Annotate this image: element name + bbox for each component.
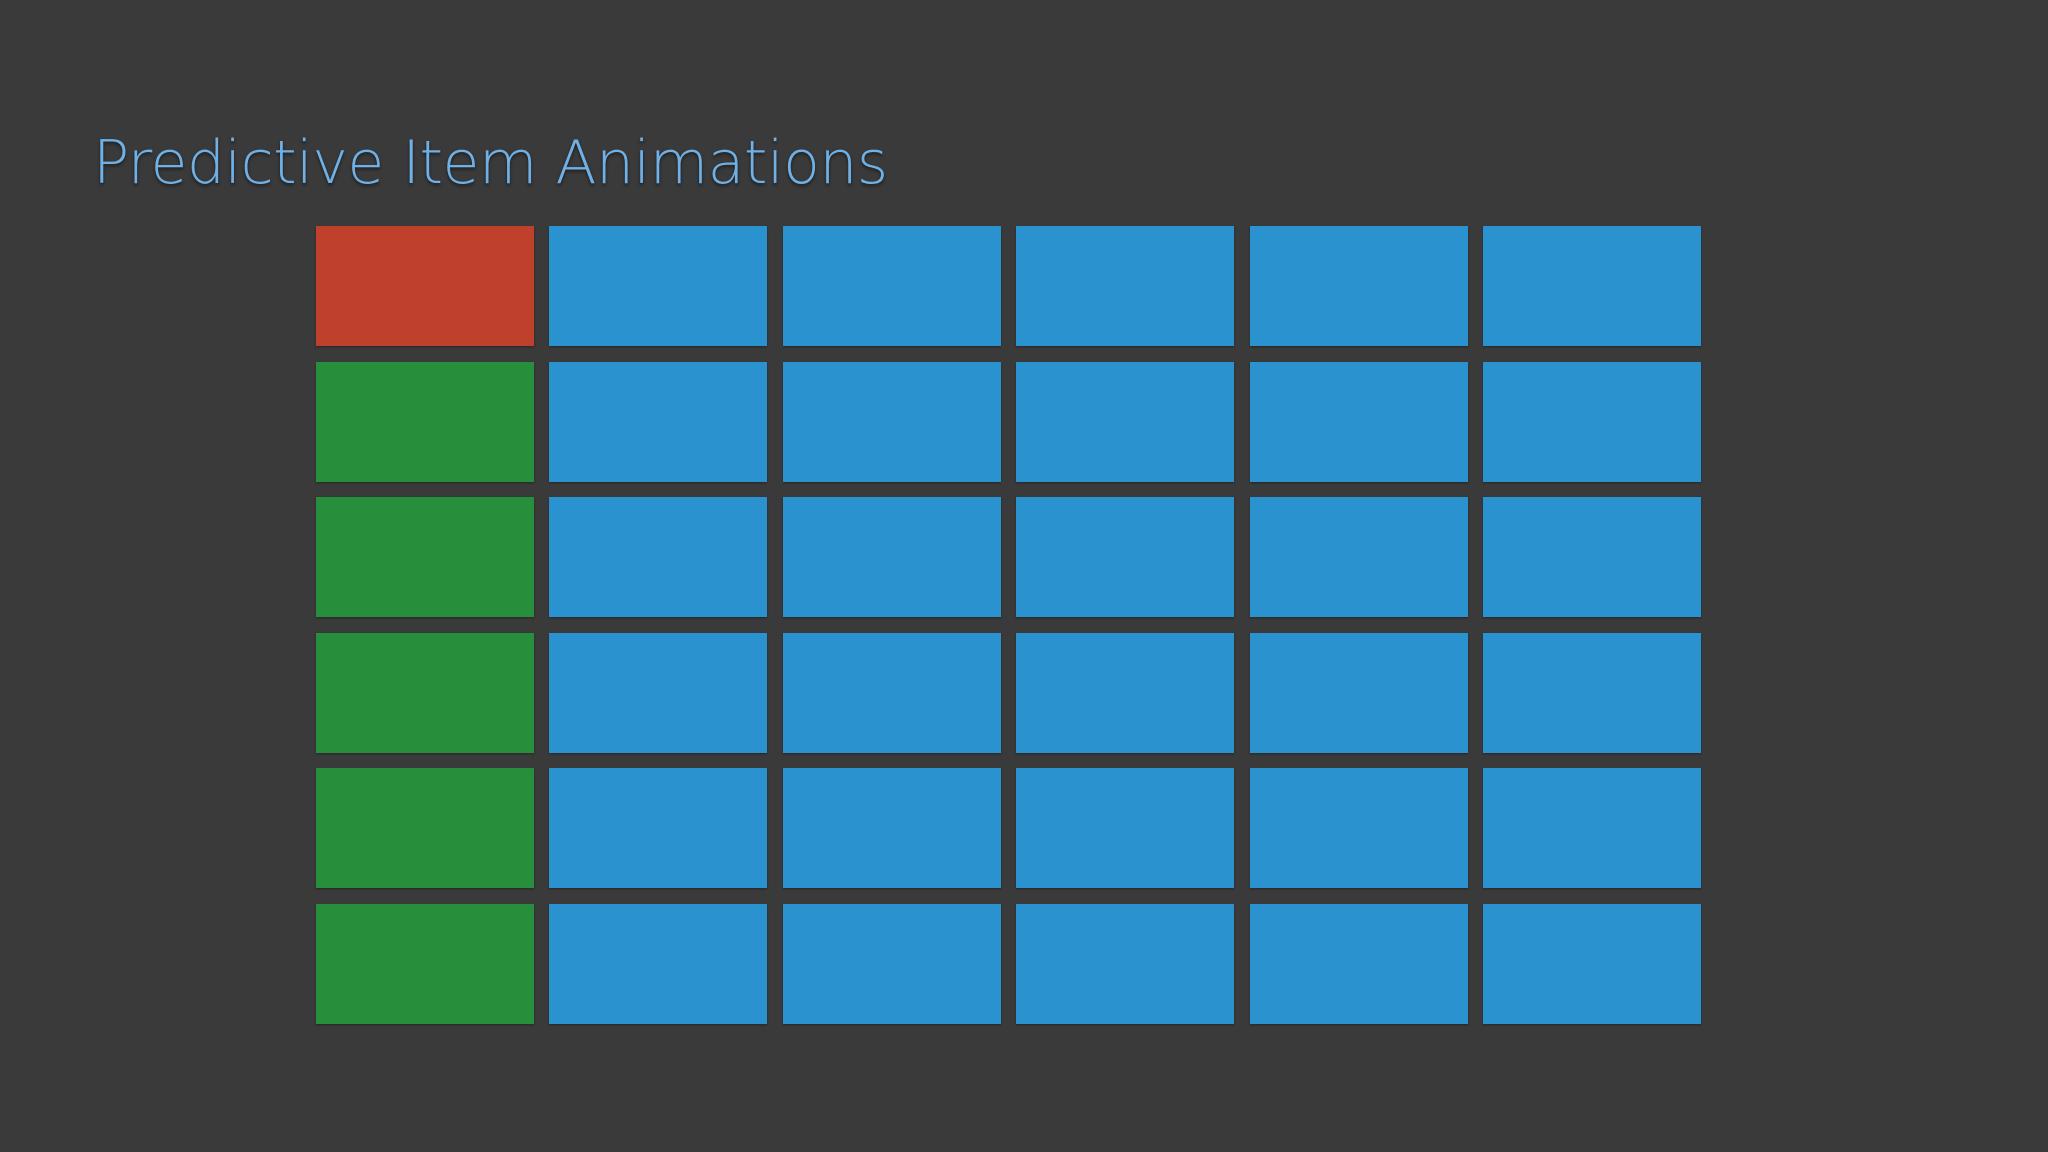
grid-item-blue [1482, 632, 1701, 753]
grid-item-blue [549, 361, 768, 482]
grid-item-blue [1482, 497, 1701, 618]
grid-item-blue [1016, 497, 1235, 618]
grid-item-blue [1482, 226, 1701, 346]
grid-item-blue [782, 768, 1001, 889]
grid-item-blue [1249, 768, 1468, 889]
grid-item-blue [549, 632, 768, 753]
grid-item-blue [1249, 226, 1468, 346]
grid-item-blue [1016, 226, 1235, 346]
grid-item-blue [1249, 903, 1468, 1024]
grid-item-blue [1016, 632, 1235, 753]
grid-item-red [316, 226, 534, 346]
slide-title: Predictive Item Animations [93, 128, 888, 198]
grid-item-green [316, 903, 534, 1024]
grid-item-blue [1249, 361, 1468, 482]
grid-item-blue [1482, 903, 1701, 1024]
grid-item-blue [782, 632, 1001, 753]
grid-item-blue [1016, 903, 1235, 1024]
grid-item-blue [782, 497, 1001, 618]
grid-item-blue [549, 226, 768, 346]
grid-item-blue [1249, 497, 1468, 618]
grid-item-green [316, 497, 534, 618]
grid-item-blue [549, 768, 768, 889]
grid-item-blue [782, 361, 1001, 482]
grid-item-green [316, 361, 534, 482]
grid-item-blue [782, 226, 1001, 346]
grid-item-blue [549, 903, 768, 1024]
grid-item-blue [1016, 768, 1235, 889]
grid-item-blue [782, 903, 1001, 1024]
grid-item-blue [549, 497, 768, 618]
grid-item-blue [1482, 361, 1701, 482]
item-grid [316, 226, 1701, 1024]
grid-item-blue [1249, 632, 1468, 753]
grid-item-blue [1482, 768, 1701, 889]
grid-item-green [316, 768, 534, 889]
grid-item-blue [1016, 361, 1235, 482]
grid-item-green [316, 632, 534, 753]
